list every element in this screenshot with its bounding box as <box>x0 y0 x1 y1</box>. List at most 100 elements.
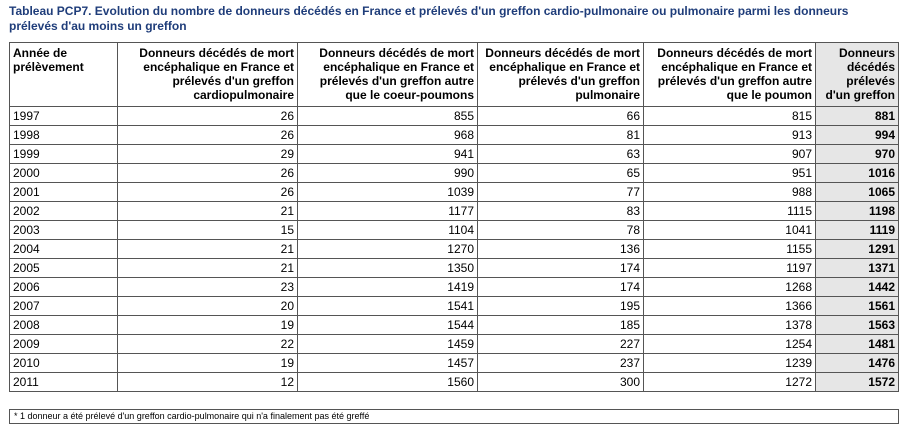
value-cell: 1457 <box>297 353 478 373</box>
total-cell: 1016 <box>815 163 899 183</box>
table-row: 1997 26 855 66 815 881 <box>9 106 899 126</box>
table-row: 2004 21 1270 136 1155 1291 <box>9 239 899 259</box>
value-cell: 26 <box>117 182 298 202</box>
value-cell: 21 <box>117 201 298 221</box>
table-row: 2005 21 1350 174 1197 1371 <box>9 258 899 278</box>
value-cell: 237 <box>477 353 644 373</box>
value-cell: 21 <box>117 258 298 278</box>
column-header: Année de prélèvement <box>9 42 118 107</box>
total-cell: 1442 <box>815 277 899 297</box>
column-header: Donneurs décédés de mort encéphalique en… <box>477 42 644 107</box>
value-cell: 300 <box>477 372 644 392</box>
value-cell: 78 <box>477 220 644 240</box>
value-cell: 19 <box>117 353 298 373</box>
value-cell: 855 <box>297 106 478 126</box>
year-cell: 2004 <box>9 239 118 259</box>
value-cell: 174 <box>477 258 644 278</box>
column-header: Donneurs décédés de mort encéphalique en… <box>117 42 298 107</box>
total-cell: 1563 <box>815 315 899 335</box>
total-cell: 1198 <box>815 201 899 221</box>
total-cell: 970 <box>815 144 899 164</box>
value-cell: 1039 <box>297 182 478 202</box>
value-cell: 1366 <box>643 296 816 316</box>
value-cell: 195 <box>477 296 644 316</box>
value-cell: 1541 <box>297 296 478 316</box>
table-title: Tableau PCP7. Evolution du nombre de don… <box>9 4 849 33</box>
value-cell: 12 <box>117 372 298 392</box>
column-header-total: Donneurs décédés prélevés d'un greffon <box>815 42 899 107</box>
table-row: 2008 19 1544 185 1378 1563 <box>9 315 899 335</box>
table-row: 1998 26 968 81 913 994 <box>9 125 899 145</box>
value-cell: 26 <box>117 106 298 126</box>
value-cell: 1544 <box>297 315 478 335</box>
table-row: 2000 26 990 65 951 1016 <box>9 163 899 183</box>
value-cell: 66 <box>477 106 644 126</box>
value-cell: 1041 <box>643 220 816 240</box>
value-cell: 19 <box>117 315 298 335</box>
total-cell: 881 <box>815 106 899 126</box>
total-cell: 994 <box>815 125 899 145</box>
value-cell: 21 <box>117 239 298 259</box>
total-cell: 1291 <box>815 239 899 259</box>
value-cell: 1268 <box>643 277 816 297</box>
value-cell: 1177 <box>297 201 478 221</box>
table-row: 2001 26 1039 77 988 1065 <box>9 182 899 202</box>
value-cell: 227 <box>477 334 644 354</box>
value-cell: 26 <box>117 163 298 183</box>
year-cell: 2002 <box>9 201 118 221</box>
data-table: Année de prélèvement Donneurs décédés de… <box>9 42 899 392</box>
value-cell: 1239 <box>643 353 816 373</box>
value-cell: 913 <box>643 125 816 145</box>
value-cell: 1254 <box>643 334 816 354</box>
table-row: 2006 23 1419 174 1268 1442 <box>9 277 899 297</box>
total-cell: 1476 <box>815 353 899 373</box>
value-cell: 907 <box>643 144 816 164</box>
value-cell: 20 <box>117 296 298 316</box>
value-cell: 1378 <box>643 315 816 335</box>
value-cell: 1272 <box>643 372 816 392</box>
value-cell: 174 <box>477 277 644 297</box>
total-cell: 1561 <box>815 296 899 316</box>
footnote: * 1 donneur a été prélevé d'un greffon c… <box>9 409 899 424</box>
value-cell: 81 <box>477 125 644 145</box>
value-cell: 1459 <box>297 334 478 354</box>
table-row: 2010 19 1457 237 1239 1476 <box>9 353 899 373</box>
table-row: 2011 12 1560 300 1272 1572 <box>9 372 899 392</box>
value-cell: 951 <box>643 163 816 183</box>
year-cell: 2005 <box>9 258 118 278</box>
value-cell: 65 <box>477 163 644 183</box>
value-cell: 63 <box>477 144 644 164</box>
total-cell: 1065 <box>815 182 899 202</box>
total-cell: 1119 <box>815 220 899 240</box>
value-cell: 185 <box>477 315 644 335</box>
year-cell: 2010 <box>9 353 118 373</box>
value-cell: 815 <box>643 106 816 126</box>
year-cell: 1998 <box>9 125 118 145</box>
value-cell: 77 <box>477 182 644 202</box>
value-cell: 29 <box>117 144 298 164</box>
value-cell: 1197 <box>643 258 816 278</box>
value-cell: 1155 <box>643 239 816 259</box>
table-row: 2002 21 1177 83 1115 1198 <box>9 201 899 221</box>
total-cell: 1481 <box>815 334 899 354</box>
value-cell: 1350 <box>297 258 478 278</box>
total-cell: 1371 <box>815 258 899 278</box>
table-row: 2003 15 1104 78 1041 1119 <box>9 220 899 240</box>
year-cell: 2003 <box>9 220 118 240</box>
year-cell: 1997 <box>9 106 118 126</box>
year-cell: 2007 <box>9 296 118 316</box>
year-cell: 2001 <box>9 182 118 202</box>
table-row: 2007 20 1541 195 1366 1561 <box>9 296 899 316</box>
value-cell: 83 <box>477 201 644 221</box>
value-cell: 23 <box>117 277 298 297</box>
value-cell: 990 <box>297 163 478 183</box>
value-cell: 26 <box>117 125 298 145</box>
value-cell: 1560 <box>297 372 478 392</box>
value-cell: 988 <box>643 182 816 202</box>
table-row: 2009 22 1459 227 1254 1481 <box>9 334 899 354</box>
year-cell: 2011 <box>9 372 118 392</box>
year-cell: 2008 <box>9 315 118 335</box>
value-cell: 968 <box>297 125 478 145</box>
value-cell: 1115 <box>643 201 816 221</box>
table-body: 1997 26 855 66 815 881 1998 26 968 81 913 994 1999 29… <box>9 106 899 392</box>
